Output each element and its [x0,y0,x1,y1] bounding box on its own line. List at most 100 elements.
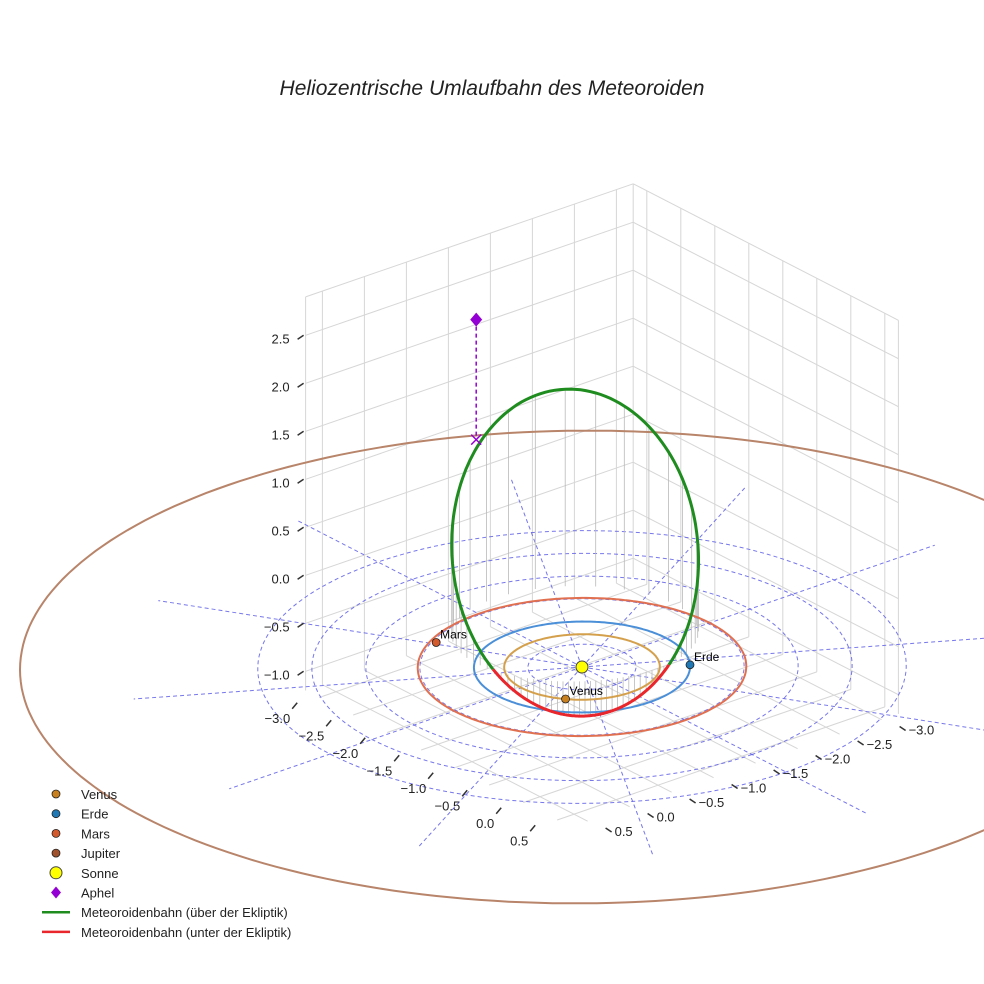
orbit-mars [416,596,748,738]
x-tick-mark [393,754,400,762]
y-tick-mark [605,827,613,833]
floor-grid-line [387,618,715,733]
y-tick-label: −3.0 [909,722,935,737]
z-tick-mark [297,574,305,580]
ecliptic-grid [133,478,984,856]
planet-label-venus: Venus [570,684,603,698]
x-tick-label: −3.0 [265,711,291,726]
planet-label-erde: Erde [694,650,720,664]
ecliptic-spoke [133,666,583,700]
ecliptic-spoke [581,637,984,668]
floor-grid-line [319,583,647,698]
ecliptic-spoke [158,600,583,668]
axis-ticks: −1.0 −0.5 0.0 0.5 1.0 1.5 2.0 2.5 −3.0 −2.5 −2.0 −1… [264,331,934,848]
y-tick-label: −0.5 [699,795,725,810]
z-tick-label: 1.5 [272,427,290,442]
planet-mars [431,638,441,647]
wall-grid-line [305,269,634,384]
y-tick-label: −2.5 [867,737,893,752]
floor-grid-line [523,688,851,803]
ecliptic-spoke [581,666,984,731]
legend-marker [51,809,61,819]
x-tick-mark [495,807,502,815]
z-tick-label: 0.5 [272,523,290,538]
orbits [18,319,984,905]
z-tick-label: 2.0 [272,379,290,394]
planet-erde [685,660,695,670]
floor-grid-line [557,706,885,821]
x-tick-mark [529,824,536,832]
legend-label: Jupiter [81,846,121,861]
aphel-marker [470,312,483,327]
sun-marker [575,660,589,674]
wall-grid-line [632,269,899,408]
legend-label: Venus [81,787,118,802]
y-tick-mark [773,769,781,775]
meteoroid-orbit-above [450,387,700,671]
planet-venus [561,694,570,704]
z-tick-label: −1.0 [264,667,290,682]
wall-grid-line [305,461,634,576]
legend-marker [51,789,61,799]
z-tick-label: 1.0 [272,475,290,490]
legend-marker [51,886,61,899]
wall-grid-line [305,365,634,480]
chart-title: Heliozentrische Umlaufbahn des Meteoroid… [280,77,705,100]
y-tick-mark [899,725,907,732]
y-tick-mark [731,783,739,790]
y-tick-mark [647,812,655,819]
z-tick-mark [297,430,305,436]
floor-grid-line [448,640,714,779]
ecliptic-spoke [581,487,746,668]
wall-grid-line [632,461,899,600]
legend: Venus Erde Mars Jupiter Sonne Aphel Meteoroide… [42,787,291,940]
planet-label-mars: Mars [440,628,467,642]
x-tick-label: −2.0 [333,746,359,761]
x-tick-label: −1.5 [367,763,393,778]
floor-grid-line [364,669,630,808]
legend-marker [51,829,61,838]
floor-grid-line [322,684,588,822]
ecliptic-spoke [581,544,935,668]
x-tick-mark [325,719,332,727]
meteoroid-orbit-below [491,668,586,718]
floor-grid-line [353,601,681,716]
x-tick-label: 0.0 [476,816,494,831]
x-tick-mark [359,737,366,745]
ecliptic-spoke [581,666,868,815]
x-tick-mark [461,789,468,797]
ecliptic-ring [527,643,637,691]
y-tick-label: −2.0 [825,751,851,766]
z-tick-mark [297,622,305,628]
z-tick-label: 2.5 [272,331,290,346]
legend-label: Sonne [81,866,119,881]
celestial-bodies: Venus Erde Mars [431,312,720,704]
ecliptic-spoke [229,666,583,790]
ecliptic-spoke [581,666,654,856]
floor-grid-line [455,653,783,768]
wall-grid-line [305,221,634,336]
x-tick-label: −2.5 [299,728,325,743]
y-tick-label: −1.5 [783,766,809,781]
aphel-projection-marker [470,434,482,446]
z-tick-mark [297,670,305,676]
ecliptic-spoke [510,478,583,668]
z-tick-label: −0.5 [264,619,290,634]
legend-marker [51,848,61,858]
wall-grid-line [632,317,899,456]
box-edge [632,183,899,321]
z-tick-mark [297,382,305,388]
floor-grid-line [406,655,672,793]
z-tick-mark [297,526,305,532]
meteoroid-orbit-below [585,663,671,718]
legend-label: Erde [81,807,108,822]
box-edge [305,183,634,298]
x-tick-label: −1.0 [401,781,427,796]
x-tick-mark [427,772,434,780]
orbit-jupiter [18,429,984,905]
ecliptic-spoke [418,666,583,847]
legend-label: Mars [81,826,110,841]
y-tick-mark [857,740,865,746]
wall-grid-line [632,221,899,360]
wall-grid-line [632,509,899,648]
